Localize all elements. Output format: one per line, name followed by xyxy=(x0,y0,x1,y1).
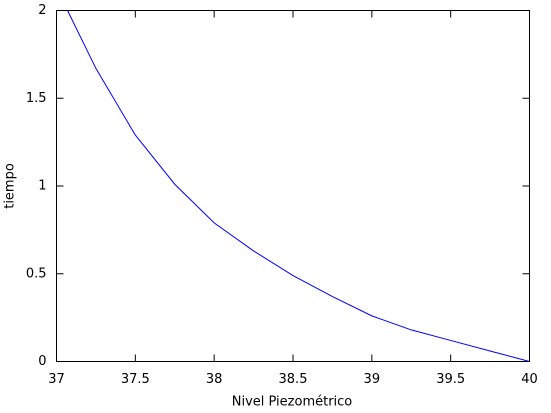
data-line xyxy=(67,10,530,362)
plot-frame xyxy=(56,10,530,362)
y-tick-label: 0 xyxy=(38,354,46,369)
y-tick-label: 1.5 xyxy=(26,91,47,106)
x-tick-label: 37 xyxy=(48,372,65,387)
y-tick-label: 2 xyxy=(38,3,46,18)
x-axis-label: Nivel Piezométrico xyxy=(232,395,353,410)
x-tick-label: 38 xyxy=(206,372,223,387)
x-tick-label: 37.5 xyxy=(121,372,150,387)
x-tick-label: 39.5 xyxy=(436,372,465,387)
x-tick-label: 38.5 xyxy=(279,372,308,387)
y-axis-label: tiempo xyxy=(3,163,18,209)
x-tick-label: 39 xyxy=(364,372,381,387)
y-tick-label: 0.5 xyxy=(26,266,47,281)
y-tick-label: 1 xyxy=(38,179,46,194)
x-tick-label: 40 xyxy=(521,372,538,387)
